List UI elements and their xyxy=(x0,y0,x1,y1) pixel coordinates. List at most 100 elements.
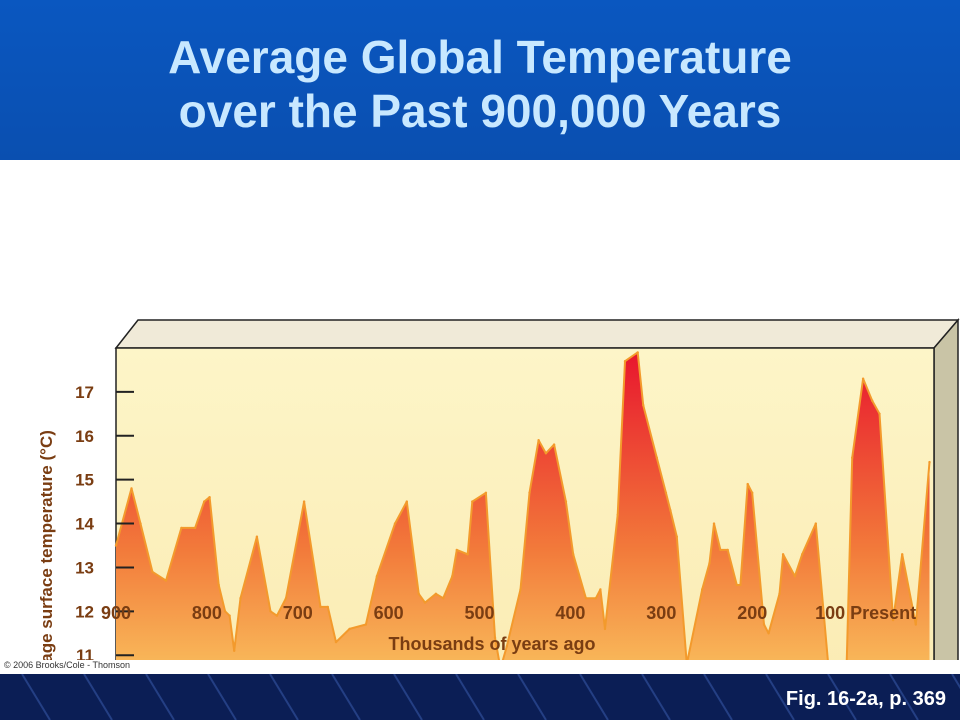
data-point xyxy=(455,548,458,552)
data-point xyxy=(739,583,742,587)
data-point xyxy=(861,377,865,380)
data-point xyxy=(319,605,322,609)
footer-decoration xyxy=(517,674,547,720)
y-tick-label: 16 xyxy=(75,427,94,446)
data-point xyxy=(793,575,797,578)
data-point xyxy=(269,610,272,613)
footer-decoration xyxy=(207,674,237,720)
y-tick-label: 12 xyxy=(75,602,94,621)
data-point xyxy=(505,645,508,648)
data-point xyxy=(928,460,931,464)
data-point xyxy=(669,509,672,512)
plot-box-side-face xyxy=(933,317,959,660)
plot-box-top-face xyxy=(114,319,960,349)
data-point xyxy=(719,548,722,552)
title-line-2: over the Past 900,000 Years xyxy=(178,85,782,137)
data-point xyxy=(375,575,379,578)
data-point xyxy=(564,500,568,503)
x-tick-label: 200 xyxy=(737,603,767,623)
data-point xyxy=(203,500,206,503)
footer-decoration xyxy=(455,674,485,720)
x-tick-label: 800 xyxy=(192,603,222,623)
data-point xyxy=(151,570,154,573)
data-point xyxy=(603,627,607,631)
data-point xyxy=(405,500,408,503)
data-point xyxy=(233,649,236,652)
x-tick-label: 900 xyxy=(101,603,131,623)
footer-bar: Fig. 16-2a, p. 369 xyxy=(0,674,960,720)
data-point xyxy=(762,623,766,626)
data-point xyxy=(778,592,781,595)
footer-decoration xyxy=(145,674,175,720)
data-point xyxy=(223,610,227,613)
x-axis-title: Thousands of years ago xyxy=(388,634,595,654)
data-point xyxy=(851,456,854,459)
data-point xyxy=(814,522,817,525)
data-point xyxy=(726,548,729,552)
figure-reference: Fig. 16-2a, p. 369 xyxy=(785,688,946,710)
data-point xyxy=(594,597,598,600)
data-point xyxy=(751,491,754,494)
footer-decoration xyxy=(641,674,671,720)
data-point xyxy=(712,522,716,525)
data-point xyxy=(616,513,619,516)
data-point xyxy=(217,583,220,587)
footer-decoration xyxy=(393,674,423,720)
footer-decoration xyxy=(269,674,299,720)
data-point xyxy=(228,614,231,617)
data-point xyxy=(239,597,242,600)
footer-decoration xyxy=(21,674,51,720)
data-point xyxy=(655,456,658,459)
y-tick-label: 11 xyxy=(76,646,94,660)
data-point xyxy=(348,627,351,631)
y-tick-label: 14 xyxy=(75,515,94,534)
data-point xyxy=(528,491,531,494)
data-point xyxy=(364,623,368,626)
data-point xyxy=(130,487,133,490)
data-point xyxy=(891,618,895,622)
data-point xyxy=(423,601,427,604)
data-point xyxy=(275,614,279,617)
x-tick-label: 600 xyxy=(374,603,404,623)
data-point xyxy=(701,588,704,591)
data-point xyxy=(871,399,874,402)
data-point xyxy=(572,553,575,556)
data-point xyxy=(284,597,288,600)
data-point xyxy=(471,500,474,503)
data-point xyxy=(584,597,588,600)
data-point xyxy=(139,522,142,525)
data-point xyxy=(878,412,881,415)
footer-decoration xyxy=(703,674,733,720)
x-tick-label: 100 Present xyxy=(815,603,916,623)
slide-title: Average Global Temperature over the Past… xyxy=(0,30,960,138)
data-point xyxy=(914,623,917,626)
data-point xyxy=(801,553,804,556)
data-point xyxy=(334,640,338,644)
copyright-text: © 2006 Brooks/Cole - Thomson xyxy=(4,660,131,670)
data-point xyxy=(451,575,454,578)
x-tick-label: 700 xyxy=(283,603,313,623)
x-tick-label: 400 xyxy=(555,603,585,623)
data-point xyxy=(442,597,445,600)
footer-decoration xyxy=(579,674,609,720)
data-point xyxy=(434,592,438,595)
data-point xyxy=(114,544,118,547)
data-point xyxy=(393,522,397,525)
data-point xyxy=(642,403,645,407)
data-point xyxy=(255,535,259,538)
y-tick-label: 17 xyxy=(75,383,94,402)
data-point xyxy=(493,636,497,639)
data-point xyxy=(193,526,197,530)
data-point xyxy=(326,605,329,609)
data-point xyxy=(901,553,904,556)
data-point xyxy=(599,588,602,591)
data-point xyxy=(484,491,488,494)
title-line-1: Average Global Temperature xyxy=(168,31,792,83)
data-point xyxy=(537,439,540,442)
temperature-area xyxy=(116,352,930,660)
x-tick-label: 500 xyxy=(465,603,495,623)
footer-decoration xyxy=(765,674,795,720)
data-point xyxy=(417,592,420,595)
y-axis-title: Average surface temperature (°C) xyxy=(37,430,56,660)
data-point xyxy=(164,579,168,582)
